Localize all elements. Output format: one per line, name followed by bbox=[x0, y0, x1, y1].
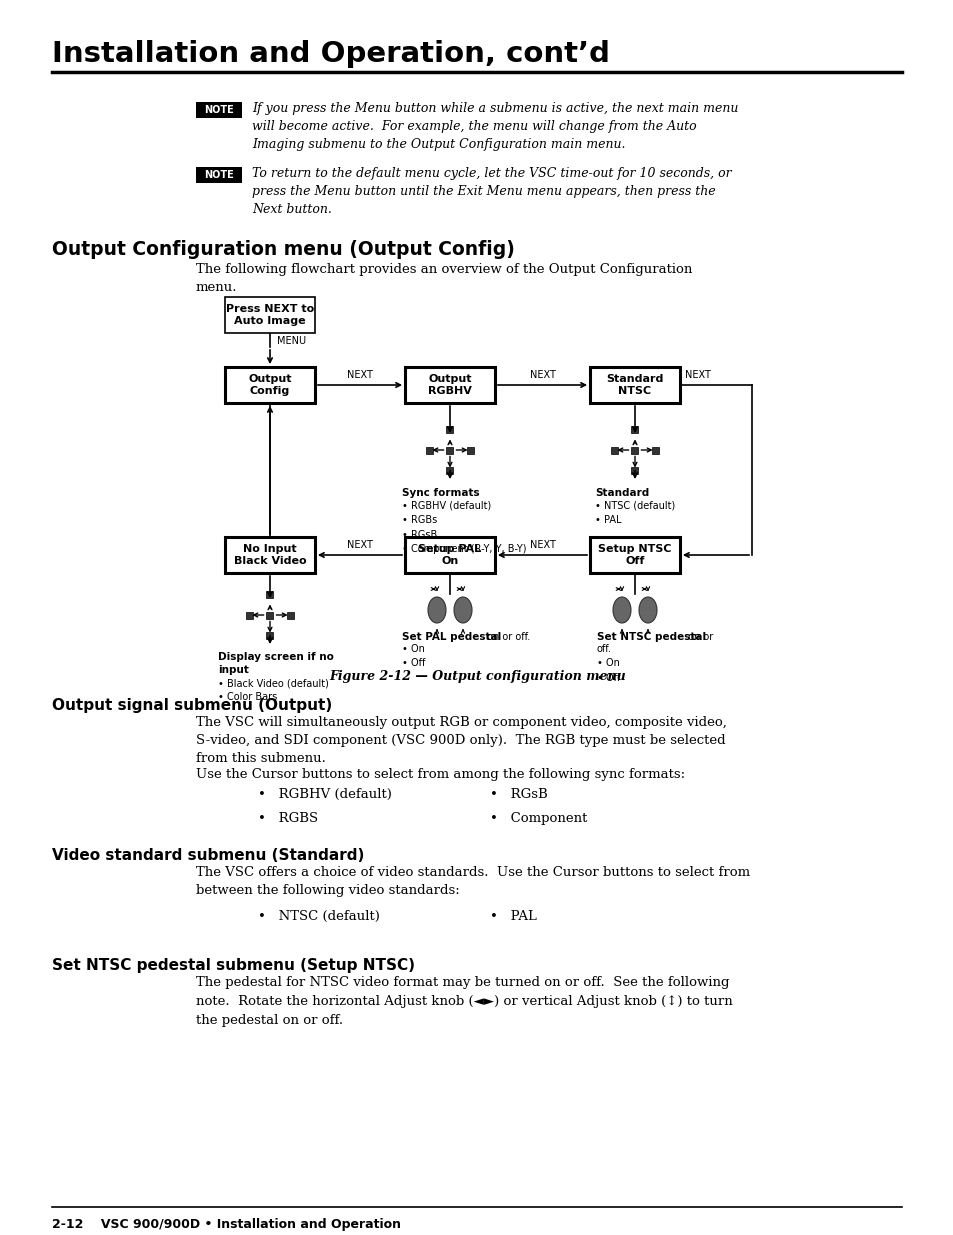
Text: NOTE: NOTE bbox=[204, 105, 233, 115]
Bar bbox=[589, 537, 679, 573]
Text: If you press the Menu button while a submenu is active, the next main menu
will : If you press the Menu button while a sub… bbox=[252, 103, 738, 151]
Text: To return to the default menu cycle, let the VSC time-out for 10 seconds, or
pre: To return to the default menu cycle, let… bbox=[252, 167, 731, 216]
Text: Standard
NTSC: Standard NTSC bbox=[606, 374, 663, 395]
Bar bbox=[426, 447, 433, 453]
Ellipse shape bbox=[613, 597, 630, 622]
Text: •   RGsB: • RGsB bbox=[490, 788, 547, 802]
Text: Set NTSC pedestal: Set NTSC pedestal bbox=[597, 632, 705, 642]
Bar bbox=[651, 447, 659, 453]
Text: NOTE: NOTE bbox=[204, 170, 233, 180]
Bar bbox=[266, 632, 274, 638]
Bar bbox=[631, 426, 638, 433]
Text: on or: on or bbox=[684, 632, 713, 642]
Text: • On
• Off: • On • Off bbox=[401, 643, 425, 668]
Bar bbox=[287, 611, 294, 619]
Text: The VSC will simultaneously output RGB or component video, composite video,
S-vi: The VSC will simultaneously output RGB o… bbox=[195, 716, 726, 764]
Bar bbox=[446, 447, 453, 453]
Text: Installation and Operation, cont’d: Installation and Operation, cont’d bbox=[52, 40, 609, 68]
Bar bbox=[225, 367, 314, 403]
Text: • RGBHV (default)
• RGBs
• RGsB
• Component (R-Y, Y, B-Y): • RGBHV (default) • RGBs • RGsB • Compon… bbox=[401, 501, 526, 555]
Bar bbox=[225, 537, 314, 573]
Text: Video standard submenu (Standard): Video standard submenu (Standard) bbox=[52, 848, 364, 863]
Text: Output
Config: Output Config bbox=[248, 374, 292, 395]
Bar bbox=[446, 467, 453, 474]
Text: Press NEXT to
Auto Image: Press NEXT to Auto Image bbox=[226, 304, 314, 326]
Text: Display screen if no
input: Display screen if no input bbox=[218, 652, 334, 676]
Text: Sync formats: Sync formats bbox=[401, 488, 479, 498]
Text: Figure 2-12 — Output configuration menu: Figure 2-12 — Output configuration menu bbox=[330, 671, 626, 683]
Text: •   Component: • Component bbox=[490, 811, 587, 825]
Text: NEXT: NEXT bbox=[347, 370, 373, 380]
Bar bbox=[195, 103, 242, 119]
Text: NEXT: NEXT bbox=[684, 370, 710, 380]
Bar bbox=[467, 447, 474, 453]
Bar bbox=[266, 592, 274, 598]
Bar bbox=[246, 611, 253, 619]
Text: The following flowchart provides an overview of the Output Configuration
menu.: The following flowchart provides an over… bbox=[195, 263, 692, 294]
Bar bbox=[225, 296, 314, 333]
Text: •   RGBS: • RGBS bbox=[257, 811, 317, 825]
Bar bbox=[195, 167, 242, 183]
Text: •   PAL: • PAL bbox=[490, 910, 537, 923]
Text: Setup NTSC
Off: Setup NTSC Off bbox=[598, 545, 671, 566]
Text: The pedestal for NTSC video format may be turned on or off.  See the following
n: The pedestal for NTSC video format may b… bbox=[195, 976, 732, 1028]
Ellipse shape bbox=[454, 597, 472, 622]
Text: NEXT: NEXT bbox=[529, 370, 555, 380]
Text: Use the Cursor buttons to select from among the following sync formats:: Use the Cursor buttons to select from am… bbox=[195, 768, 684, 781]
Text: Output Configuration menu (Output Config): Output Configuration menu (Output Config… bbox=[52, 240, 515, 259]
Bar bbox=[266, 611, 274, 619]
Ellipse shape bbox=[428, 597, 446, 622]
Text: NEXT: NEXT bbox=[529, 540, 555, 550]
Text: on or off.: on or off. bbox=[483, 632, 530, 642]
Text: •   NTSC (default): • NTSC (default) bbox=[257, 910, 379, 923]
Bar bbox=[610, 447, 618, 453]
Text: The VSC offers a choice of video standards.  Use the Cursor buttons to select fr: The VSC offers a choice of video standar… bbox=[195, 866, 749, 897]
Ellipse shape bbox=[639, 597, 657, 622]
Text: off.
• On
• Off: off. • On • Off bbox=[597, 643, 619, 683]
Bar bbox=[405, 537, 495, 573]
Text: • NTSC (default)
• PAL: • NTSC (default) • PAL bbox=[595, 501, 675, 525]
Bar bbox=[631, 467, 638, 474]
Text: Setup PAL
On: Setup PAL On bbox=[418, 545, 481, 566]
Text: MENU: MENU bbox=[276, 336, 306, 346]
Text: Output
RGBHV: Output RGBHV bbox=[428, 374, 472, 395]
Text: No Input
Black Video: No Input Black Video bbox=[233, 545, 306, 566]
Bar bbox=[405, 367, 495, 403]
Text: Set PAL pedestal: Set PAL pedestal bbox=[401, 632, 500, 642]
Bar bbox=[631, 447, 638, 453]
Text: Set NTSC pedestal submenu (Setup NTSC): Set NTSC pedestal submenu (Setup NTSC) bbox=[52, 958, 415, 973]
Text: Standard: Standard bbox=[595, 488, 649, 498]
Text: NEXT: NEXT bbox=[347, 540, 373, 550]
Text: • Black Video (default)
• Color Bars: • Black Video (default) • Color Bars bbox=[218, 678, 329, 703]
Text: •   RGBHV (default): • RGBHV (default) bbox=[257, 788, 392, 802]
Bar bbox=[446, 426, 453, 433]
Text: 2-12    VSC 900/900D • Installation and Operation: 2-12 VSC 900/900D • Installation and Ope… bbox=[52, 1218, 400, 1231]
Bar bbox=[589, 367, 679, 403]
Text: Output signal submenu (Output): Output signal submenu (Output) bbox=[52, 698, 332, 713]
